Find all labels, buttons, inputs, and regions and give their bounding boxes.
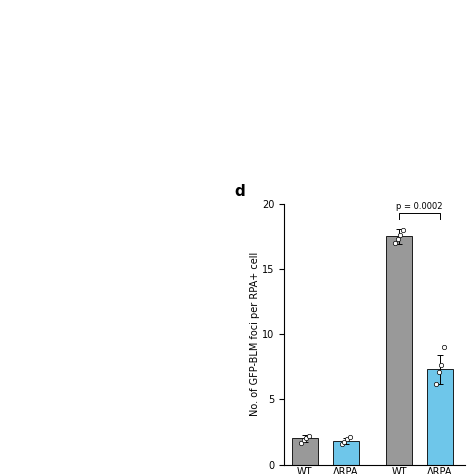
Point — [440, 343, 448, 351]
Point — [343, 435, 351, 443]
Point — [438, 362, 445, 369]
Point — [399, 226, 407, 234]
Bar — [292, 438, 318, 465]
Point — [297, 439, 305, 447]
Text: d: d — [234, 183, 245, 199]
Y-axis label: No. of GFP-BLM foci per RPA+ cell: No. of GFP-BLM foci per RPA+ cell — [249, 252, 260, 416]
Point — [346, 433, 354, 441]
Bar — [332, 441, 359, 465]
Point — [432, 380, 440, 388]
Point — [305, 432, 313, 440]
Point — [341, 438, 348, 446]
Bar — [386, 237, 412, 465]
Point — [435, 368, 442, 376]
Point — [302, 434, 310, 442]
Bar — [427, 369, 453, 465]
Point — [391, 239, 399, 247]
Point — [397, 231, 404, 239]
Point — [300, 437, 307, 444]
Text: p = 0.0002: p = 0.0002 — [396, 202, 443, 211]
Point — [394, 235, 401, 243]
Point — [338, 440, 346, 448]
